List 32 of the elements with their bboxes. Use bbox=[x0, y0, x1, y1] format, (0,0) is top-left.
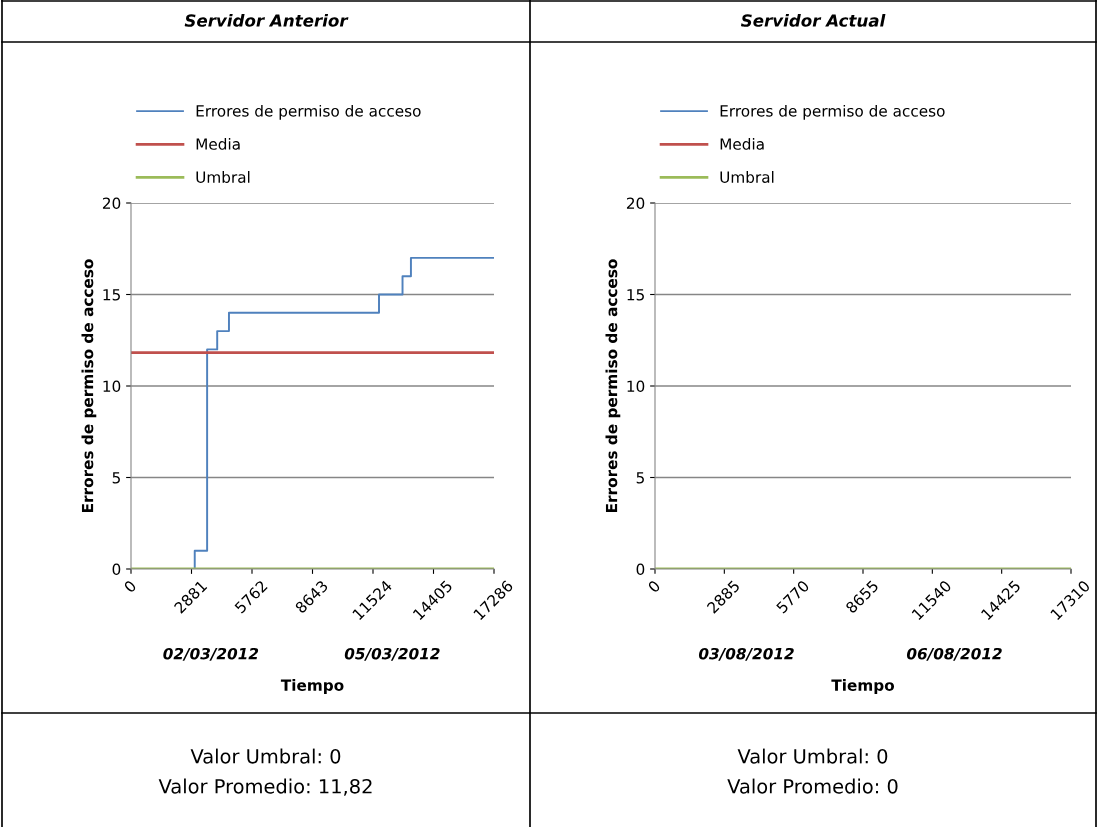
text: 03/08/2012 bbox=[698, 647, 794, 661]
y-tick-label: 20 bbox=[626, 197, 645, 210]
x-axis-title: Tiempo bbox=[280, 679, 344, 694]
text: 02/03/2012 bbox=[163, 647, 259, 661]
legend-label: Umbral bbox=[720, 171, 774, 183]
legend-label: Errores de permiso de acceso bbox=[196, 104, 421, 120]
y-tick-label: 15 bbox=[103, 289, 120, 301]
chart-title: Servidor Actual bbox=[740, 13, 886, 27]
text: Valor Promedio: 11,82 bbox=[158, 778, 372, 796]
y-tick-label: 5 bbox=[636, 472, 644, 484]
x-tick-label: 0 bbox=[647, 579, 661, 594]
x-tick-label: 0 bbox=[123, 579, 137, 594]
legend-label: Errores de permiso de acceso bbox=[720, 104, 945, 120]
legend-label: Umbral bbox=[196, 171, 250, 183]
text: Valor Promedio: 0 bbox=[727, 778, 898, 794]
y-tick-label: 10 bbox=[103, 380, 121, 393]
y-tick-label: 20 bbox=[102, 197, 121, 210]
y-tick-label: 5 bbox=[112, 472, 120, 484]
text: 06/08/2012 bbox=[906, 647, 1002, 661]
text: 05/03/2012 bbox=[344, 647, 440, 661]
y-tick-label: 15 bbox=[627, 289, 644, 301]
y-axis-title: Errores de permiso de acceso bbox=[605, 259, 621, 512]
y-tick-label: 0 bbox=[636, 563, 645, 576]
legend-label: Media bbox=[720, 138, 764, 150]
x-axis-title: Tiempo bbox=[831, 679, 895, 694]
y-tick-label: 10 bbox=[627, 380, 645, 393]
text: Valor Umbral: 0 bbox=[737, 748, 888, 764]
chart-title: Servidor Anterior bbox=[184, 13, 349, 27]
y-axis-title: Errores de permiso de acceso bbox=[81, 259, 97, 512]
text: Valor Umbral: 0 bbox=[190, 748, 341, 764]
y-tick-label: 0 bbox=[112, 563, 121, 576]
legend-label: Media bbox=[196, 138, 240, 150]
